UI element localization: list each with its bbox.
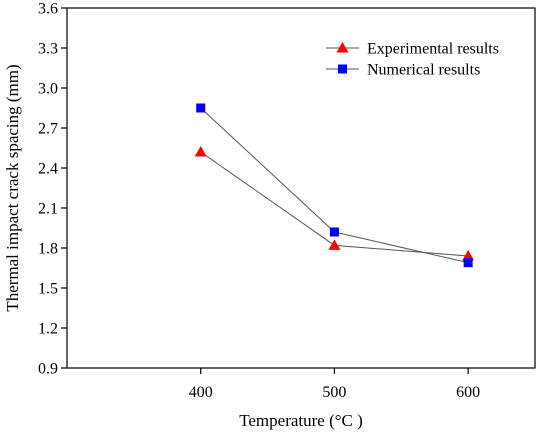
x-tick-label: 600 — [456, 384, 480, 401]
data-point-numerical — [196, 103, 206, 113]
y-axis-ticks: 0.9 1.2 1.5 1.8 2.1 2.4 2.7 3.0 3.3 3.6 — [38, 1, 67, 378]
y-tick-label: 1.2 — [38, 321, 58, 338]
legend-marker-experimental — [336, 42, 349, 53]
y-tick-label: 1.8 — [38, 241, 58, 258]
x-axis-title: Temperature (°C ) — [239, 411, 363, 430]
y-tick-label: 2.4 — [38, 161, 58, 178]
y-tick-label: 1.5 — [38, 281, 58, 298]
x-axis-ticks: 400 500 600 — [189, 368, 480, 401]
y-tick-label: 3.3 — [38, 41, 58, 58]
x-tick-label: 500 — [322, 384, 346, 401]
data-point-experimental — [462, 250, 475, 261]
data-point-experimental — [194, 146, 207, 157]
plot-frame — [66, 7, 536, 369]
data-point-experimental — [328, 239, 341, 250]
data-point-numerical — [463, 258, 473, 268]
x-tick-label: 400 — [189, 384, 213, 401]
legend: Experimental results Numerical results — [326, 41, 499, 79]
y-axis-title: Thermal impact crack spacing (mm) — [3, 64, 22, 311]
series-markers — [194, 103, 475, 268]
legend-label-numerical: Numerical results — [367, 62, 480, 79]
y-tick-label: 3.6 — [38, 1, 58, 18]
data-point-numerical — [329, 227, 339, 237]
y-tick-label: 2.7 — [38, 121, 58, 138]
y-tick-label: 0.9 — [38, 361, 58, 378]
y-tick-label: 3.0 — [38, 81, 58, 98]
legend-label-experimental: Experimental results — [367, 41, 499, 58]
y-tick-label: 2.1 — [38, 201, 58, 218]
legend-marker-numerical — [338, 64, 347, 74]
